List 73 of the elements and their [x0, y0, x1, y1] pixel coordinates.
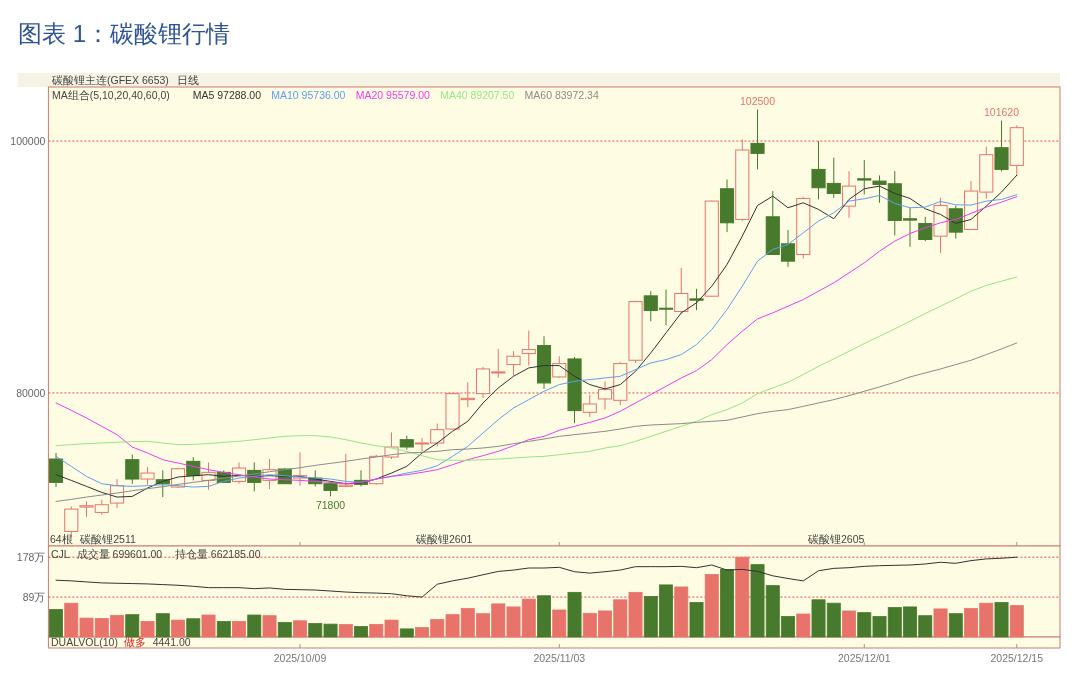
- text: MA10 95736.00: [271, 88, 346, 101]
- bar: [796, 613, 811, 638]
- bar: [1009, 605, 1024, 638]
- bar: [735, 556, 750, 638]
- text: 日线: [177, 73, 200, 86]
- bar: [125, 614, 140, 638]
- bar: [201, 614, 216, 638]
- bar: [720, 569, 734, 638]
- candlestick: [125, 454, 140, 485]
- line-series: [55, 276, 1018, 461]
- bar: [171, 619, 185, 638]
- bar: [948, 613, 963, 638]
- annotation: 碳酸锂2601: [415, 532, 473, 545]
- candlestick: [750, 109, 765, 170]
- bar: [704, 574, 719, 638]
- bar: [262, 615, 277, 638]
- bar: [140, 621, 155, 638]
- bar: [399, 628, 414, 638]
- bar: [155, 613, 170, 638]
- bar: [354, 626, 368, 638]
- x-tick-label: 2025/12/01: [837, 652, 891, 664]
- annotation: 71800: [315, 499, 346, 512]
- text: MA40 89207.50: [440, 88, 515, 101]
- candlestick: [521, 330, 536, 367]
- candlestick: [506, 350, 521, 377]
- text: 碳酸锂主连(GFEX 6653): [51, 73, 169, 86]
- bar: [537, 595, 551, 638]
- bar: [186, 618, 201, 638]
- bar: [552, 609, 567, 638]
- bar: [842, 610, 856, 638]
- y-tick-label: 80000: [16, 386, 46, 399]
- text: MA60 83972.34: [524, 88, 599, 101]
- annotation: 做多: [123, 636, 146, 649]
- annotation: MA组合(5,10,20,40,60,0): [52, 88, 170, 101]
- bar: [994, 602, 1009, 638]
- y-tick-label: 178万: [16, 550, 46, 563]
- bar: [933, 608, 948, 638]
- candlestick: [48, 452, 64, 488]
- bar: [567, 591, 582, 638]
- annotation: 101620: [984, 105, 1020, 118]
- annotation: 碳酸锂2511: [79, 532, 136, 545]
- bar: [689, 602, 704, 638]
- bar: [674, 586, 689, 638]
- annotation: CJL: [51, 547, 70, 560]
- annotation: 102500: [740, 94, 776, 107]
- x-tick-label: 2025/11/03: [533, 652, 586, 664]
- bar: [293, 620, 307, 638]
- annotation: 成交量 699601.00: [76, 547, 163, 560]
- annotation: 碳酸锂2605: [807, 532, 865, 545]
- bar: [49, 609, 63, 638]
- bar: [216, 621, 231, 638]
- bar: [338, 624, 353, 638]
- annotation: DUALVOL(10): [51, 636, 118, 649]
- bar: [277, 622, 292, 638]
- candlestick: [994, 120, 1009, 172]
- y-tick-label: 89万: [22, 590, 46, 603]
- annotation: 64根: [50, 532, 73, 545]
- x-tick-label: 2025/10/09: [273, 652, 327, 664]
- annotation: 4441.00: [152, 636, 191, 649]
- x-tick-label: 2025/12/15: [990, 652, 1044, 664]
- annotation: 持仓量 662185.00: [174, 547, 261, 560]
- candlestick: [689, 288, 704, 311]
- candlestick: [674, 267, 689, 315]
- y-tick-label: 100000: [10, 134, 46, 147]
- candlestick: [338, 453, 353, 488]
- bar: [232, 621, 246, 638]
- bar: [247, 614, 262, 638]
- text: MA5 97288.00: [192, 88, 262, 101]
- candlestick: [582, 394, 597, 418]
- chart-title: 图表 1：碳酸锂行情: [18, 20, 231, 47]
- candlestick: [918, 216, 933, 242]
- line-series: [55, 342, 1018, 502]
- text: MA20 95579.00: [355, 88, 431, 101]
